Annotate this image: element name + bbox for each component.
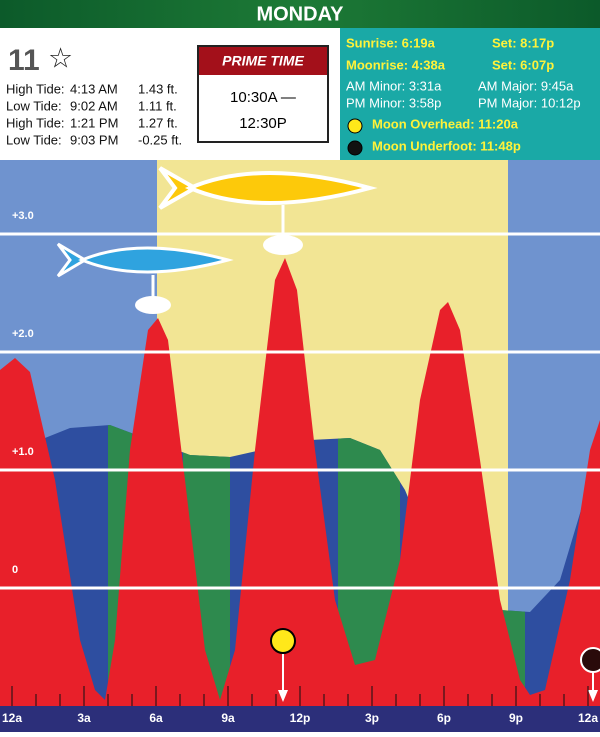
time-label: 6a xyxy=(149,711,163,725)
moon-underfoot-icon xyxy=(347,140,363,156)
tide-cell: 9:02 AM xyxy=(70,98,118,113)
sunset: Set: 8:17p xyxy=(492,35,554,50)
moonset: Set: 6:07p xyxy=(492,57,554,72)
prime-time-end: 12:30P xyxy=(239,115,287,132)
activity-profile xyxy=(0,258,600,706)
moon-underfoot: Moon Underfoot: 11:48p xyxy=(372,138,521,153)
level-label: +3.0 xyxy=(12,210,34,222)
tide-cell: Low Tide: xyxy=(6,98,62,113)
time-label: 9a xyxy=(221,711,235,725)
time-label: 3a xyxy=(77,711,91,725)
fish-major xyxy=(158,166,378,255)
arrow-head xyxy=(278,690,288,702)
moon-overhead-icon xyxy=(347,118,363,134)
time-label: 12p xyxy=(290,711,311,725)
time-label: 9p xyxy=(509,711,523,725)
moonrise: Moonrise: 4:38a xyxy=(346,57,446,72)
arrow-head xyxy=(588,690,598,702)
rating-star: ☆ xyxy=(48,42,73,73)
time-label: 3p xyxy=(365,711,379,725)
tide-cell: 4:13 AM xyxy=(70,81,118,96)
tide-cell: 1.27 ft. xyxy=(138,115,178,130)
tide-cell: 1:21 PM xyxy=(70,115,118,130)
pm-minor: PM Minor: 3:58p xyxy=(346,95,441,110)
tide-cell: Low Tide: xyxy=(6,132,62,147)
level-label: +1.0 xyxy=(12,446,34,458)
time-label: 12a xyxy=(2,711,22,725)
moon-overhead: Moon Overhead: 11:20a xyxy=(372,116,519,131)
time-label: 12a xyxy=(578,711,598,725)
sunrise: Sunrise: 6:19a xyxy=(346,35,436,50)
day-number: 11 xyxy=(8,44,40,77)
moon-overhead-marker xyxy=(270,628,296,654)
time-axis xyxy=(0,706,600,732)
level-label: +2.0 xyxy=(12,328,34,340)
fish-minor xyxy=(56,242,234,314)
day-title: MONDAY xyxy=(256,3,344,25)
sun-moon-panel xyxy=(340,28,600,160)
tide-cell: -0.25 ft. xyxy=(138,132,182,147)
tide-cell: High Tide: xyxy=(6,115,65,130)
tide-cell: 9:03 PM xyxy=(70,132,118,147)
prime-time-start: 10:30A — xyxy=(230,89,296,106)
moon-underfoot-marker xyxy=(580,647,600,673)
tide-cell: 1.43 ft. xyxy=(138,81,178,96)
prime-time-title: PRIME TIME xyxy=(222,53,304,69)
pm-major: PM Major: 10:12p xyxy=(478,95,581,110)
prime-time-header xyxy=(199,47,327,75)
tide-cell: 1.11 ft. xyxy=(138,98,177,113)
tide-cell: High Tide: xyxy=(6,81,65,96)
level-label: 0 xyxy=(12,564,18,576)
am-major: AM Major: 9:45a xyxy=(478,78,574,93)
header-bar xyxy=(0,0,600,28)
am-minor: AM Minor: 3:31a xyxy=(346,78,442,93)
time-label: 6p xyxy=(437,711,451,725)
